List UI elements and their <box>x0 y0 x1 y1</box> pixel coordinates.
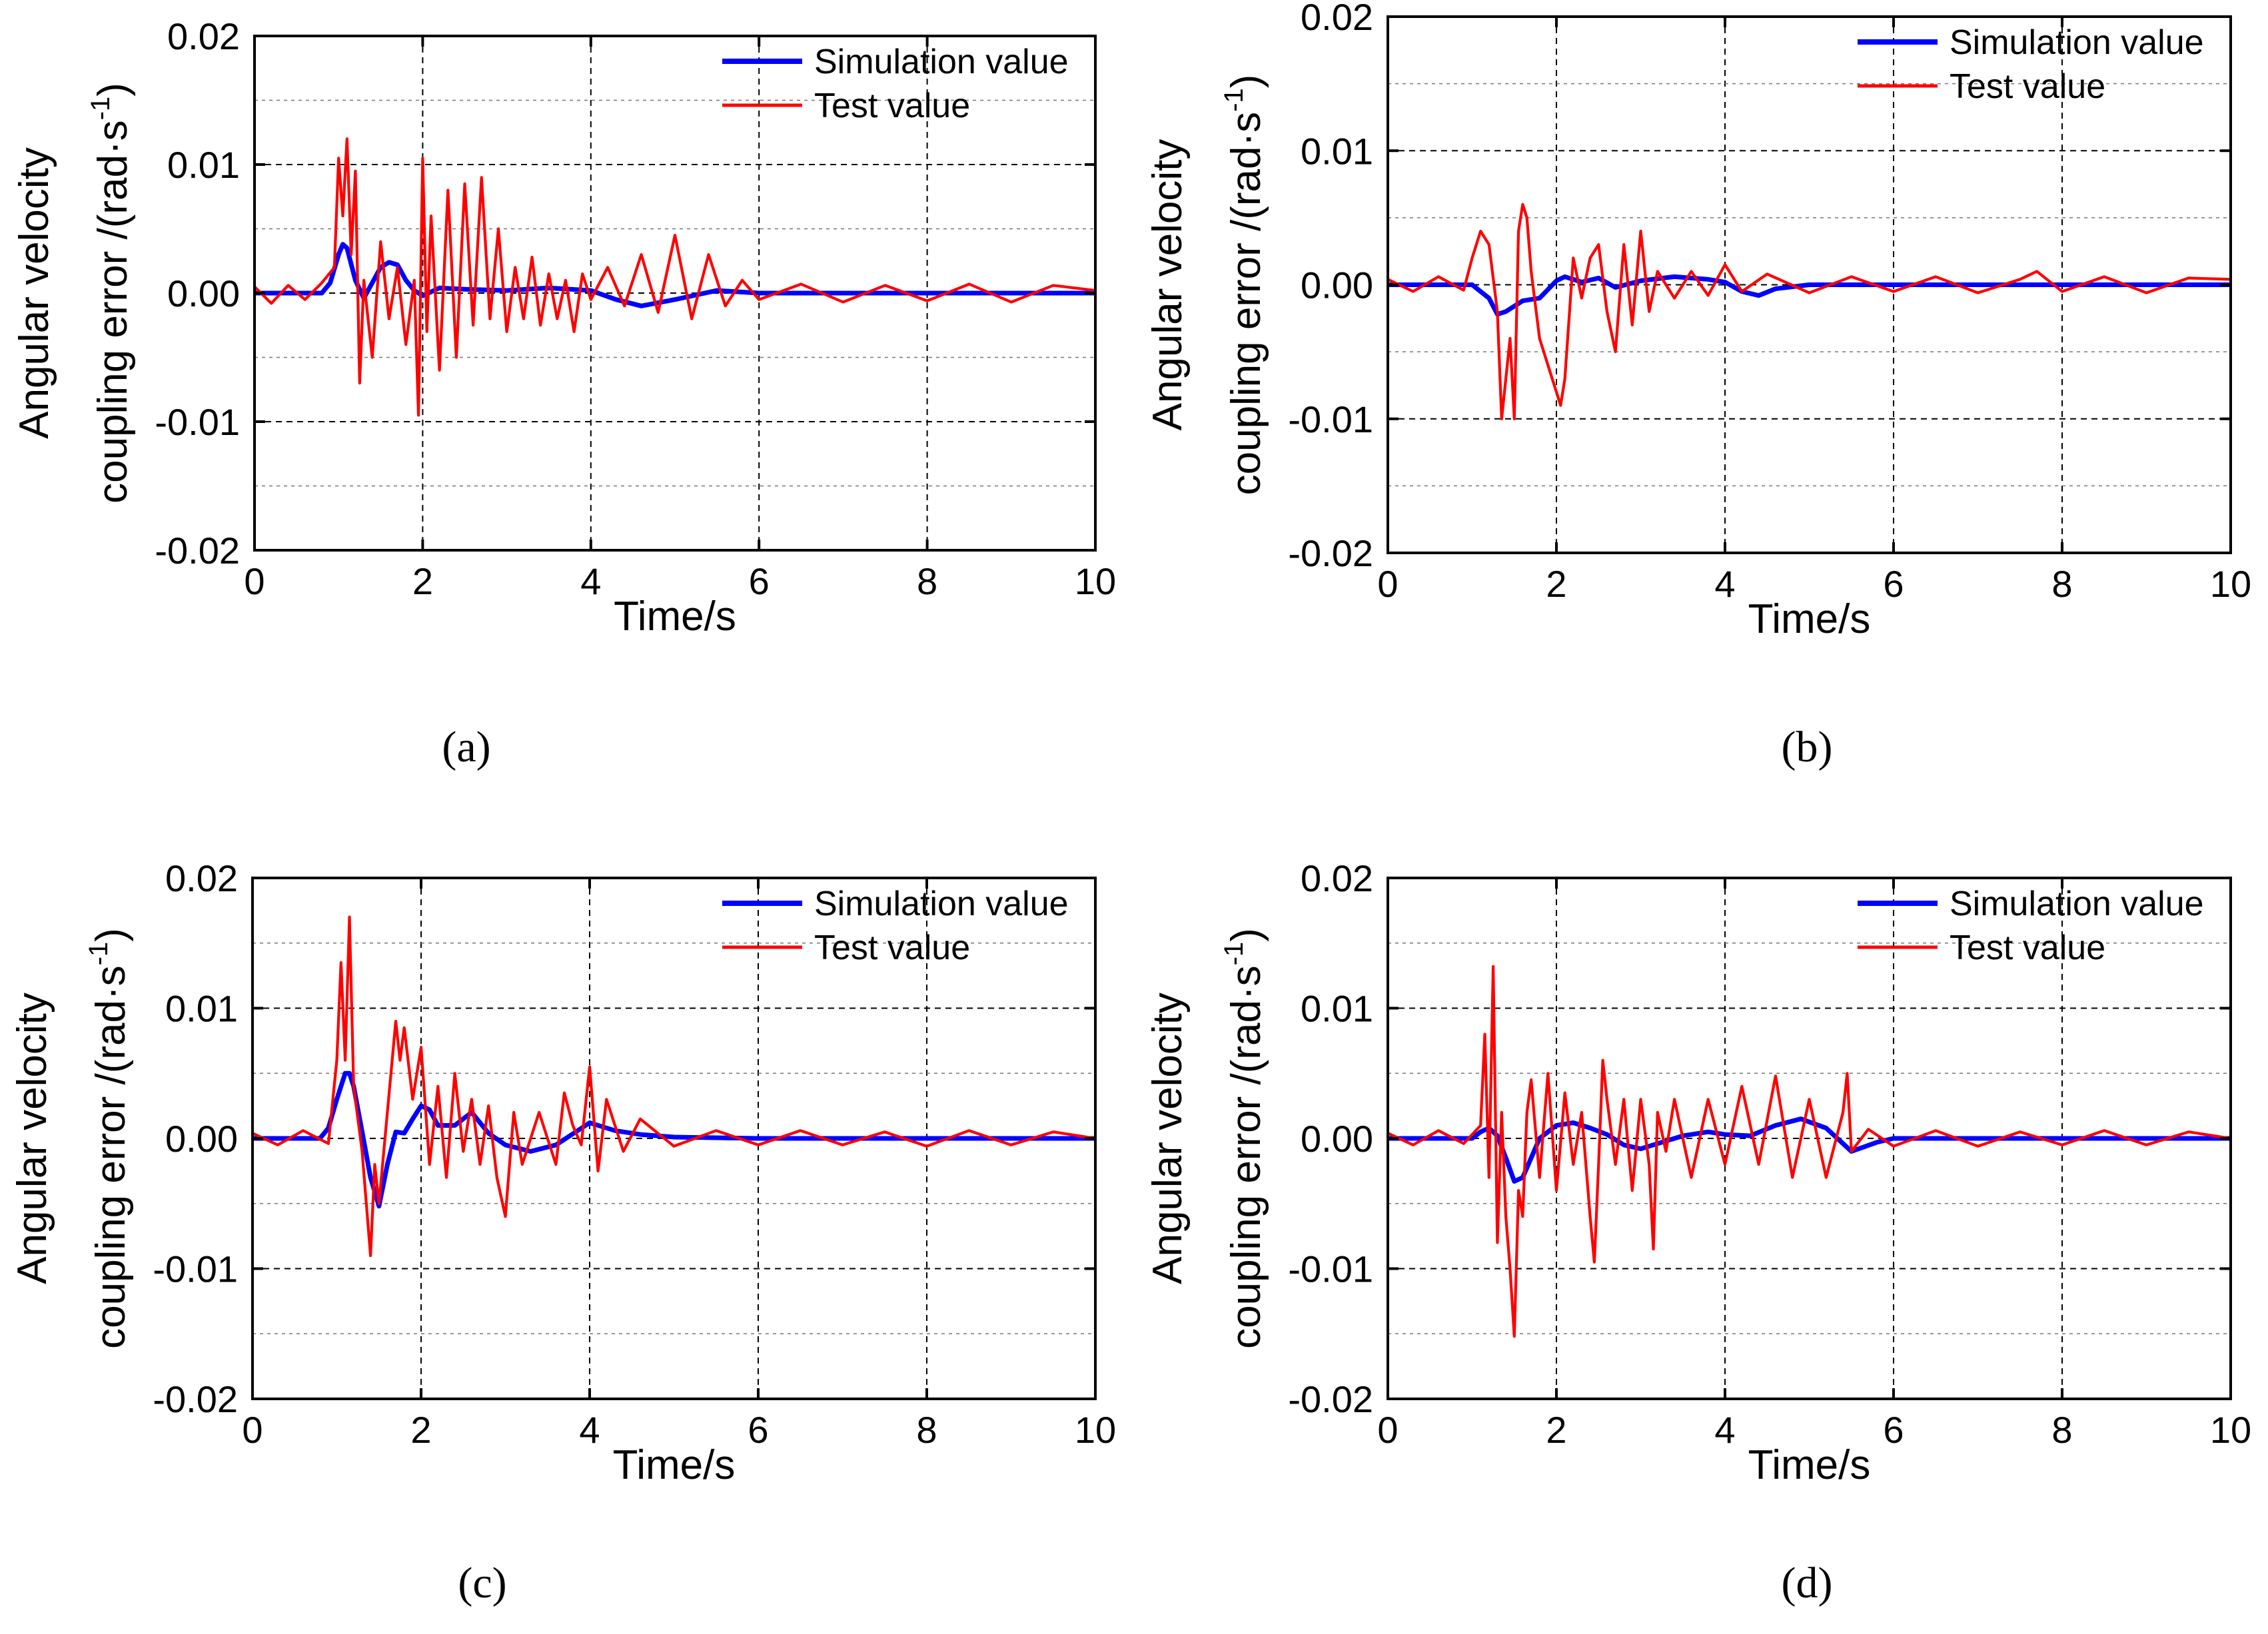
test-series-line <box>1388 203 2231 420</box>
y-tick-label: -0.02 <box>155 530 240 572</box>
y-tick-label: 0.00 <box>1301 264 1373 306</box>
x-tick-label: 2 <box>412 560 433 602</box>
y-tick-label: 0.01 <box>1301 130 1373 172</box>
y-axis-label-text: coupling error /(rad·s <box>88 965 134 1348</box>
y-tick-label: 0.02 <box>1301 857 1373 899</box>
test-series-line <box>1388 965 2231 1338</box>
x-axis-label: Time/s <box>1748 1442 1871 1488</box>
simulation-series-line <box>1388 274 2231 317</box>
y-axis-label-line2: coupling error /(rad·s-1) <box>1219 75 1269 496</box>
y-tick-label: -0.01 <box>1288 398 1373 440</box>
x-axis-label: Time/s <box>613 1442 736 1488</box>
simulation-series-line <box>253 1070 1095 1209</box>
y-tick-label: 0.02 <box>165 857 238 899</box>
test-series-line <box>253 915 1095 1258</box>
y-tick-label: 0.00 <box>167 272 240 314</box>
x-tick-label: 8 <box>2051 1409 2072 1451</box>
x-axis-label: Time/s <box>1748 596 1871 642</box>
y-tick-label: -0.01 <box>155 401 240 443</box>
x-tick-label: 2 <box>1546 1409 1566 1451</box>
y-tick-label: -0.02 <box>1288 532 1373 574</box>
panel-label: (b) <box>1782 723 1833 771</box>
x-tick-label: 8 <box>917 560 937 602</box>
y-axis-label-close: ) <box>88 928 134 942</box>
chart-panel-2: 0 2 4 6 8 10 -0.02 -0.01 0.00 0.01 0.02 Time/s Angul… <box>1145 0 2251 771</box>
chart-panel-1: 0 2 4 6 8 10 -0.02 -0.01 0.00 0.01 0.02 Time/s Angul… <box>11 15 1116 771</box>
y-axis-label-close: ) <box>1223 75 1269 89</box>
test-series-line <box>255 137 1095 417</box>
y-axis-label-exponent: -1 <box>1219 88 1249 112</box>
x-tick-label: 4 <box>1714 1409 1735 1451</box>
y-tick-label: 0.01 <box>165 988 238 1030</box>
x-tick-label: 0 <box>242 1409 263 1451</box>
x-tick-label: 8 <box>2051 563 2072 605</box>
x-tick-label: 10 <box>2210 563 2251 605</box>
simulation-series-line <box>1388 1116 2231 1184</box>
x-tick-label: 10 <box>1075 560 1116 602</box>
legend-label-simulation: Simulation value <box>814 43 1069 81</box>
x-tick-label: 6 <box>748 1409 768 1451</box>
y-axis-label-exponent: -1 <box>1219 942 1249 966</box>
x-tick-label: 10 <box>2210 1409 2251 1451</box>
y-tick-label: 0.00 <box>1301 1118 1373 1160</box>
y-tick-label: 0.01 <box>167 144 240 186</box>
legend-label-test: Test value <box>1950 67 2105 106</box>
y-axis-label-line1: Angular velocity <box>11 147 57 439</box>
x-tick-label: 6 <box>1883 563 1904 605</box>
y-tick-label: 0.02 <box>1301 0 1373 38</box>
panel-label: (d) <box>1782 1559 1833 1607</box>
legend-label-test: Test value <box>1950 929 2105 967</box>
y-axis-label-exponent: -1 <box>86 97 115 121</box>
y-tick-label: -0.01 <box>153 1248 238 1290</box>
x-tick-label: 2 <box>410 1409 431 1451</box>
x-tick-label: 0 <box>1377 563 1398 605</box>
y-axis-label-exponent: -1 <box>84 942 113 966</box>
x-axis-label: Time/s <box>614 594 736 639</box>
y-axis-label-line2: coupling error /(rad·s-1) <box>84 928 134 1349</box>
legend-label-test: Test value <box>814 87 970 125</box>
y-axis-label-text: coupling error /(rad·s <box>90 120 136 503</box>
x-tick-label: 10 <box>1075 1409 1116 1451</box>
x-tick-label: 4 <box>1714 563 1735 605</box>
y-tick-label: 0.02 <box>167 15 240 57</box>
y-axis-label-close: ) <box>1223 928 1269 942</box>
x-tick-label: 0 <box>244 560 265 602</box>
y-tick-label: -0.02 <box>153 1378 238 1420</box>
y-tick-label: -0.01 <box>1288 1248 1373 1290</box>
x-tick-label: 8 <box>916 1409 937 1451</box>
y-axis-label-line2: coupling error /(rad·s-1) <box>1219 928 1269 1349</box>
x-tick-label: 0 <box>1377 1409 1398 1451</box>
y-tick-label: -0.02 <box>1288 1378 1373 1420</box>
y-axis-label-text: coupling error /(rad·s <box>1223 112 1269 495</box>
panel-label: (c) <box>458 1559 506 1607</box>
y-axis-label-line2: coupling error /(rad·s-1) <box>86 83 136 504</box>
y-axis-label-line1: Angular velocity <box>9 993 55 1284</box>
panel-label: (a) <box>442 723 490 771</box>
x-tick-label: 6 <box>1883 1409 1904 1451</box>
legend-label-simulation: Simulation value <box>1950 885 2204 923</box>
x-tick-label: 4 <box>580 560 601 602</box>
legend-label-test: Test value <box>814 929 970 967</box>
x-tick-label: 4 <box>579 1409 600 1451</box>
chart-panel-3: 0 2 4 6 8 10 -0.02 -0.01 0.00 0.01 0.02 Time/s Angul… <box>9 857 1116 1607</box>
x-tick-label: 6 <box>749 560 770 602</box>
y-tick-label: 0.00 <box>165 1118 238 1160</box>
y-tick-label: 0.01 <box>1301 988 1373 1030</box>
y-axis-label-text: coupling error /(rad·s <box>1223 965 1269 1348</box>
legend-label-simulation: Simulation value <box>1950 23 2204 62</box>
y-axis-label-close: ) <box>90 83 136 97</box>
chart-panel-4: 0 2 4 6 8 10 -0.02 -0.01 0.00 0.01 0.02 Time/s Angul… <box>1145 857 2251 1607</box>
y-axis-label-line1: Angular velocity <box>1145 993 1191 1284</box>
x-tick-label: 2 <box>1546 563 1566 605</box>
legend-label-simulation: Simulation value <box>814 885 1069 923</box>
y-axis-label-line1: Angular velocity <box>1145 139 1191 431</box>
